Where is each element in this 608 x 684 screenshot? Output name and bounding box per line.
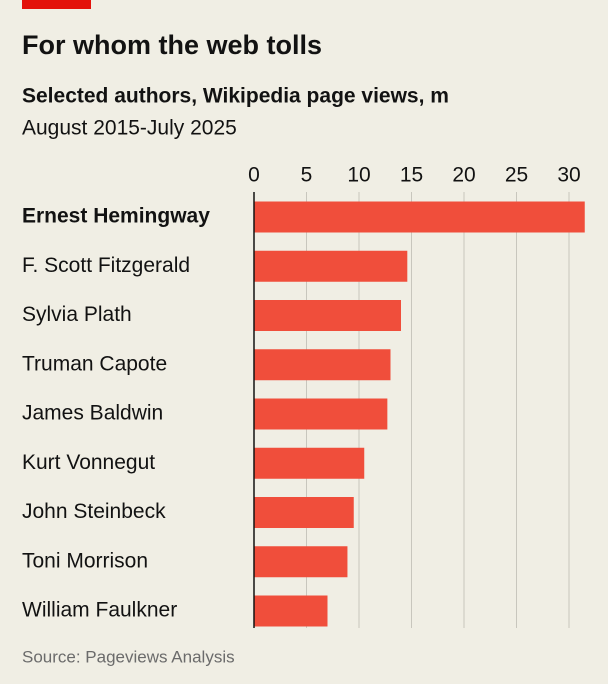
bar [254,349,391,381]
x-tick-label: 20 [452,164,475,187]
bar [254,447,365,479]
bar [254,595,328,627]
bar [254,201,585,233]
x-tick-label: 30 [557,164,580,187]
y-tick-label: John Steinbeck [22,500,166,523]
y-tick-label: Sylvia Plath [22,303,132,326]
brand-bar [22,0,91,9]
x-tick-label: 5 [301,164,313,187]
y-tick-label: Truman Capote [22,352,167,375]
y-tick-label: James Baldwin [22,402,163,425]
chart-period: August 2015-July 2025 [22,117,237,140]
bar [254,250,408,282]
y-tick-label: William Faulkner [22,599,177,622]
y-tick-label: F. Scott Fitzgerald [22,254,190,277]
y-tick-label: Kurt Vonnegut [22,451,155,474]
x-tick-label: 10 [347,164,370,187]
y-tick-label: Ernest Hemingway [22,205,210,228]
bar [254,398,388,430]
bar [254,300,401,331]
chart-title: For whom the web tolls [22,30,322,60]
x-tick-label: 15 [400,164,423,187]
y-tick-label: Toni Morrison [22,549,148,572]
x-tick-label: 0 [248,164,260,187]
bar [254,546,348,578]
x-tick-label: 25 [505,164,528,187]
chart-source: Source: Pageviews Analysis [22,647,235,666]
chart-subtitle: Selected authors, Wikipedia page views, … [22,85,449,108]
bar [254,497,354,528]
